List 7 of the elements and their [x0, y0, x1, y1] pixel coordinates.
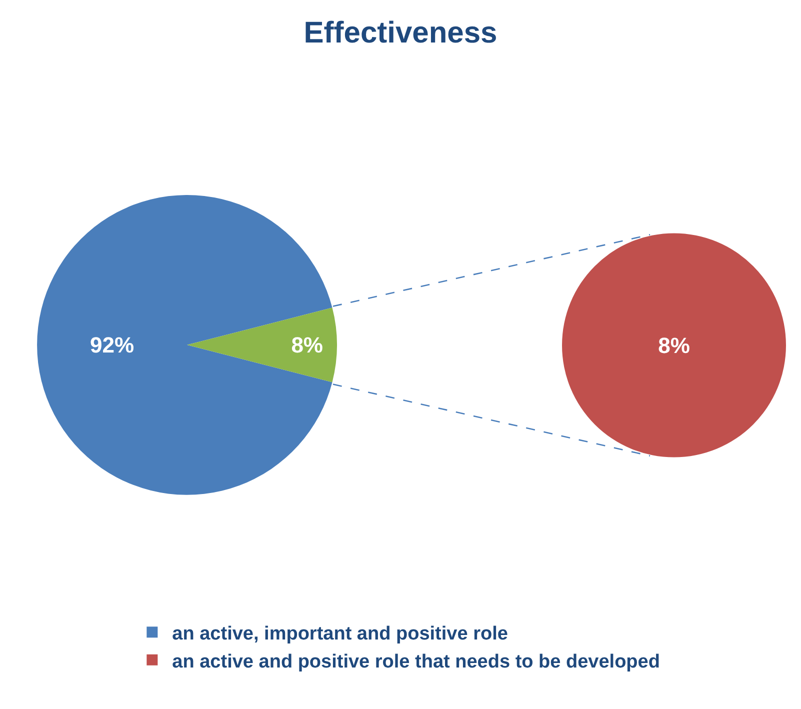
data-label: 8%: [291, 332, 323, 358]
legend-label: an active and positive role that needs to be developed: [172, 651, 660, 672]
data-label: 92%: [90, 332, 134, 358]
pie-slice: [187, 308, 337, 382]
data-label: 8%: [658, 332, 690, 358]
legend-label: an active, important and positive role: [172, 624, 508, 645]
chart-title: Effectiveness: [304, 16, 498, 50]
